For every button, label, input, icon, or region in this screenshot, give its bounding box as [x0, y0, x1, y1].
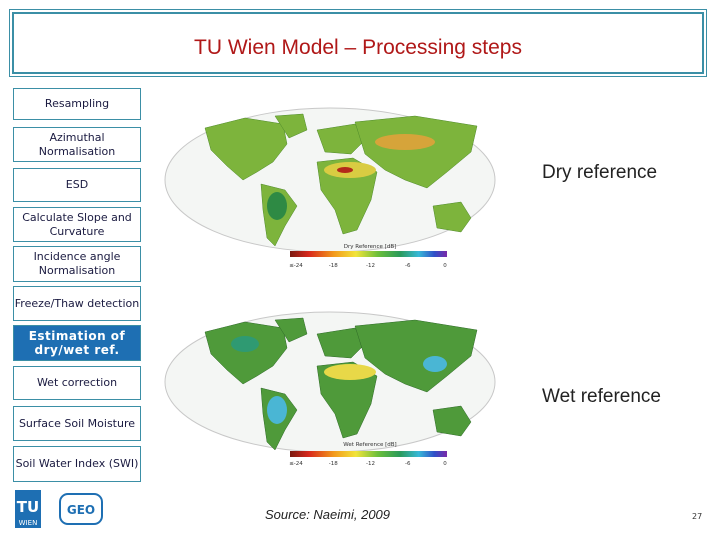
- step: ESD: [13, 168, 141, 202]
- colorbar-tick-label: 0: [443, 263, 447, 269]
- colorbar-ticks: ≤-24 -18 -12 -6 0: [289, 263, 447, 269]
- step: Azimuthal Normalisation: [13, 127, 141, 162]
- colorbar-title: Dry Reference [dB]: [344, 244, 397, 250]
- step: Surface Soil Moisture: [13, 406, 141, 441]
- figure-label: Wet reference: [542, 386, 661, 407]
- colorbar-tick-label: ≤-24: [289, 263, 303, 269]
- slide-title: TU Wien Model – Processing steps: [194, 36, 522, 59]
- title-box: TU Wien Model – Processing steps: [9, 9, 707, 77]
- colorbar-title: Wet Reference [dB]: [343, 442, 396, 448]
- page-number: 27: [692, 512, 703, 521]
- step: Freeze/Thaw detection: [13, 286, 141, 321]
- source: Source: Naeimi, 2009: [265, 507, 391, 522]
- colorbar-tick-label: 0: [443, 461, 447, 467]
- colorbar-tick-label: -6: [405, 263, 411, 269]
- logo-geo: GEO: [67, 503, 95, 517]
- colorbar-tick-label: -18: [329, 263, 338, 269]
- step: Incidence angle Normalisation: [13, 246, 141, 282]
- dry-map: [164, 107, 496, 257]
- step: Wet correction: [13, 366, 141, 400]
- colorbar-tick-label: -18: [329, 461, 338, 467]
- wet-map: [164, 311, 496, 457]
- figure-label: Dry reference: [542, 162, 658, 183]
- colorbar-tick-label: ≤-24: [289, 461, 303, 467]
- logo-block: [15, 490, 41, 528]
- logo-geo-frame: [59, 493, 103, 525]
- step: Soil Water Index (SWI): [13, 446, 141, 482]
- colorbar-ticks: ≤-24 -18 -12 -6 0: [289, 461, 447, 467]
- step-active: Estimation of dry/wet ref.: [13, 325, 141, 361]
- step: Resampling: [13, 88, 141, 120]
- step: Calculate Slope and Curvature: [13, 207, 141, 242]
- colorbar-tick-label: -12: [366, 461, 375, 467]
- colorbar-tick-label: -6: [405, 461, 411, 467]
- logo-tu: TU: [17, 498, 39, 516]
- logo-wien: WIEN: [19, 519, 38, 527]
- colorbar-tick-label: -12: [366, 263, 375, 269]
